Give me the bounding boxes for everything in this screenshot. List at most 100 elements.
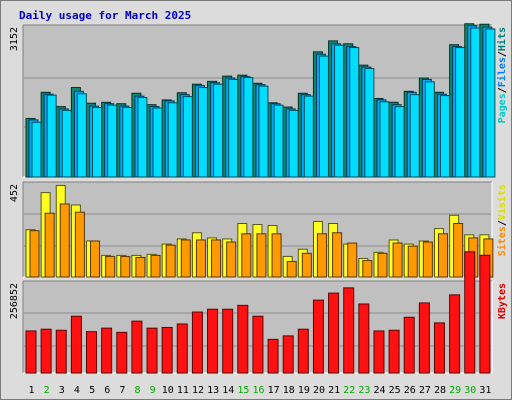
series-label-part: Hits	[496, 27, 508, 51]
day-label-1: 1	[29, 385, 35, 396]
bar-hits-pages-day-14	[228, 78, 239, 178]
series-label-part: /	[497, 87, 508, 93]
bar-hits-pages-day-8	[137, 97, 148, 178]
bar-kbytes-kbytes-day-30	[464, 251, 476, 374]
bar-hits-pages-day-13	[213, 83, 224, 178]
bar-kbytes-kbytes-day-29	[449, 294, 461, 374]
bar-kbytes-kbytes-day-20	[312, 299, 324, 374]
bar-kbytes-kbytes-day-31	[479, 254, 491, 374]
series-label-part: KBytes	[497, 283, 508, 319]
bar-visits-sites-day-10	[165, 244, 176, 278]
bar-hits-pages-day-18	[288, 109, 299, 178]
bar-hits-pages-day-31	[485, 28, 496, 178]
series-label-part: Visits	[496, 184, 508, 220]
bar-visits-sites-day-24	[377, 252, 388, 278]
bar-hits-pages-day-9	[152, 107, 163, 178]
bar-hits-pages-day-7	[122, 107, 133, 178]
series-label-part: Pages	[497, 93, 508, 123]
bar-visits-sites-day-7	[120, 255, 131, 278]
panel-hits-series-label: Pages/Files/Hits	[496, 27, 508, 123]
day-label-10: 10	[162, 385, 174, 396]
bar-kbytes-kbytes-day-4	[70, 315, 82, 374]
bar-hits-pages-day-10	[167, 102, 178, 178]
panel-kbytes-ymax-label: 256852	[9, 283, 20, 319]
day-label-15: 15	[237, 385, 249, 396]
bar-kbytes-kbytes-day-6	[101, 327, 113, 374]
bar-kbytes-kbytes-day-12	[191, 311, 203, 374]
bar-kbytes-kbytes-day-8	[131, 320, 143, 374]
bar-visits-sites-day-17	[271, 233, 282, 278]
bar-hits-pages-day-24	[379, 101, 390, 178]
bar-visits-sites-day-13	[211, 239, 222, 278]
bar-hits-pages-day-16	[258, 85, 269, 178]
bar-hits-pages-day-21	[334, 44, 345, 178]
bar-visits-sites-day-2	[44, 212, 55, 278]
bar-hits-pages-day-12	[197, 87, 208, 178]
day-label-24: 24	[374, 385, 386, 396]
series-label-part: /	[497, 220, 508, 226]
bar-visits-sites-day-29	[453, 223, 464, 278]
day-label-20: 20	[313, 385, 325, 396]
day-label-4: 4	[74, 385, 80, 396]
bar-visits-sites-day-1	[29, 230, 40, 278]
bar-kbytes-kbytes-day-14	[222, 308, 234, 374]
bar-kbytes-kbytes-day-9	[146, 327, 158, 374]
bar-hits-pages-day-6	[107, 104, 118, 178]
bar-visits-sites-day-19	[301, 252, 312, 278]
day-labels: 1 2 3 4 5 6 7 8 9 10 11 12 13 14 15 16 17 18 19 20 21 22 23 24 2…	[29, 385, 492, 396]
bar-kbytes-kbytes-day-17	[267, 338, 279, 374]
day-label-12: 12	[192, 385, 204, 396]
day-label-11: 11	[177, 385, 189, 396]
day-label-22: 22	[343, 385, 355, 396]
bar-kbytes-kbytes-day-18	[282, 335, 294, 374]
series-label-part: Files	[496, 57, 508, 87]
day-label-14: 14	[222, 385, 234, 396]
bar-visits-sites-day-6	[105, 255, 116, 278]
day-label-30: 30	[464, 385, 476, 396]
bar-visits-sites-day-12	[195, 239, 206, 278]
bar-kbytes-kbytes-day-28	[433, 322, 445, 374]
bar-visits-sites-day-28	[437, 233, 448, 278]
bar-visits-sites-day-11	[180, 239, 191, 278]
bar-visits-sites-day-18	[286, 261, 297, 278]
day-label-13: 13	[207, 385, 219, 396]
bar-kbytes-kbytes-day-22	[343, 287, 355, 374]
panel-hits-ymax-label: 3152	[9, 27, 20, 51]
day-label-26: 26	[404, 385, 416, 396]
panel-visits-series-label: Sites/Visits	[496, 184, 508, 256]
bar-hits-pages-day-15	[243, 77, 254, 178]
bar-kbytes-kbytes-day-7	[116, 331, 128, 374]
bar-kbytes-kbytes-day-13	[207, 308, 219, 374]
panel-visits: 452 Sites/Visits	[9, 181, 508, 278]
day-label-2: 2	[44, 385, 50, 396]
bar-hits-pages-day-17	[273, 104, 284, 178]
bar-visits-sites-day-16	[256, 233, 267, 278]
bar-visits-sites-day-4	[74, 211, 85, 278]
bar-visits-sites-day-3	[59, 203, 70, 278]
day-label-19: 19	[298, 385, 310, 396]
bar-kbytes-kbytes-day-2	[40, 328, 52, 374]
bar-hits-pages-day-19	[303, 95, 314, 178]
chart-title: Daily usage for March 2025	[19, 9, 191, 22]
bar-visits-sites-day-9	[150, 254, 161, 278]
panel-visits-ymax-label: 452	[9, 184, 20, 202]
bar-hits-pages-day-26	[409, 94, 420, 178]
bar-kbytes-kbytes-day-11	[176, 323, 188, 374]
bar-kbytes-kbytes-day-5	[86, 331, 98, 374]
bar-kbytes-kbytes-day-16	[252, 315, 264, 374]
bar-hits-pages-day-1	[31, 121, 42, 178]
bar-visits-sites-day-27	[422, 241, 433, 278]
bar-hits-pages-day-4	[76, 93, 87, 178]
bar-visits-sites-day-20	[316, 233, 327, 278]
bar-hits-pages-day-27	[424, 81, 435, 178]
panel-kbytes-series-label: KBytes	[497, 283, 508, 319]
panel-kbytes: 256852 KBytes	[9, 251, 508, 374]
day-label-29: 29	[449, 385, 461, 396]
bar-kbytes-kbytes-day-3	[55, 329, 67, 374]
bar-visits-sites-day-25	[392, 242, 403, 278]
bar-kbytes-kbytes-day-26	[403, 316, 415, 374]
bar-hits-pages-day-29	[455, 47, 466, 178]
bar-visits-sites-day-23	[362, 260, 373, 278]
bar-kbytes-kbytes-day-27	[418, 302, 430, 374]
bar-kbytes-kbytes-day-15	[237, 304, 249, 374]
